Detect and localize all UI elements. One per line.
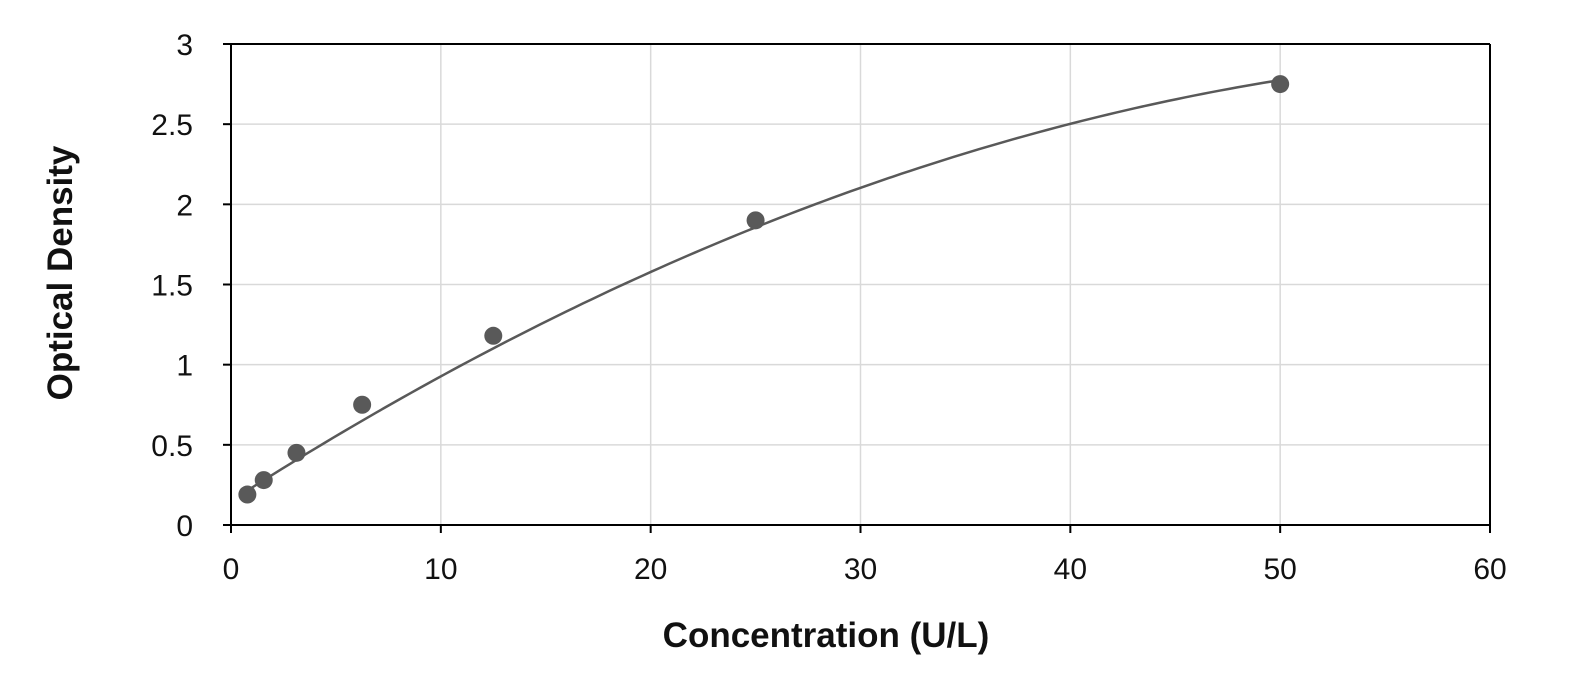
x-tick-label: 40 xyxy=(1054,553,1087,586)
data-point xyxy=(238,485,257,504)
y-tick-labels: 0 0.5 1 1.5 2 2.5 3 xyxy=(151,29,193,543)
data-point xyxy=(746,211,765,230)
x-tick-labels: 0 10 20 30 40 50 60 xyxy=(223,553,1507,586)
axes xyxy=(223,43,1491,533)
y-tick-label: 3 xyxy=(176,29,193,62)
y-tick-label: 0.5 xyxy=(151,430,193,463)
data-point xyxy=(287,443,306,462)
x-tick-label: 10 xyxy=(424,553,457,586)
x-tick-label: 60 xyxy=(1473,553,1506,586)
x-tick-label: 30 xyxy=(844,553,877,586)
data-point xyxy=(353,395,372,414)
x-tick-label: 0 xyxy=(223,553,240,586)
data-point xyxy=(254,471,273,490)
trendline-layer xyxy=(246,78,1281,492)
y-tick-label: 2 xyxy=(176,189,193,222)
y-tick-label: 2.5 xyxy=(151,109,193,142)
grid xyxy=(231,44,1490,525)
data-points xyxy=(238,75,1290,504)
x-axis-title: Concentration (U/L) xyxy=(663,616,990,655)
y-tick-label: 1 xyxy=(176,350,193,383)
data-point xyxy=(484,326,503,345)
x-tick-label: 50 xyxy=(1263,553,1296,586)
y-tick-label: 1.5 xyxy=(151,270,193,303)
data-point xyxy=(1271,75,1290,94)
y-tick-label: 0 xyxy=(176,510,193,543)
trendline xyxy=(246,78,1281,492)
y-axis-title: Optical Density xyxy=(41,145,80,400)
x-tick-label: 20 xyxy=(634,553,667,586)
